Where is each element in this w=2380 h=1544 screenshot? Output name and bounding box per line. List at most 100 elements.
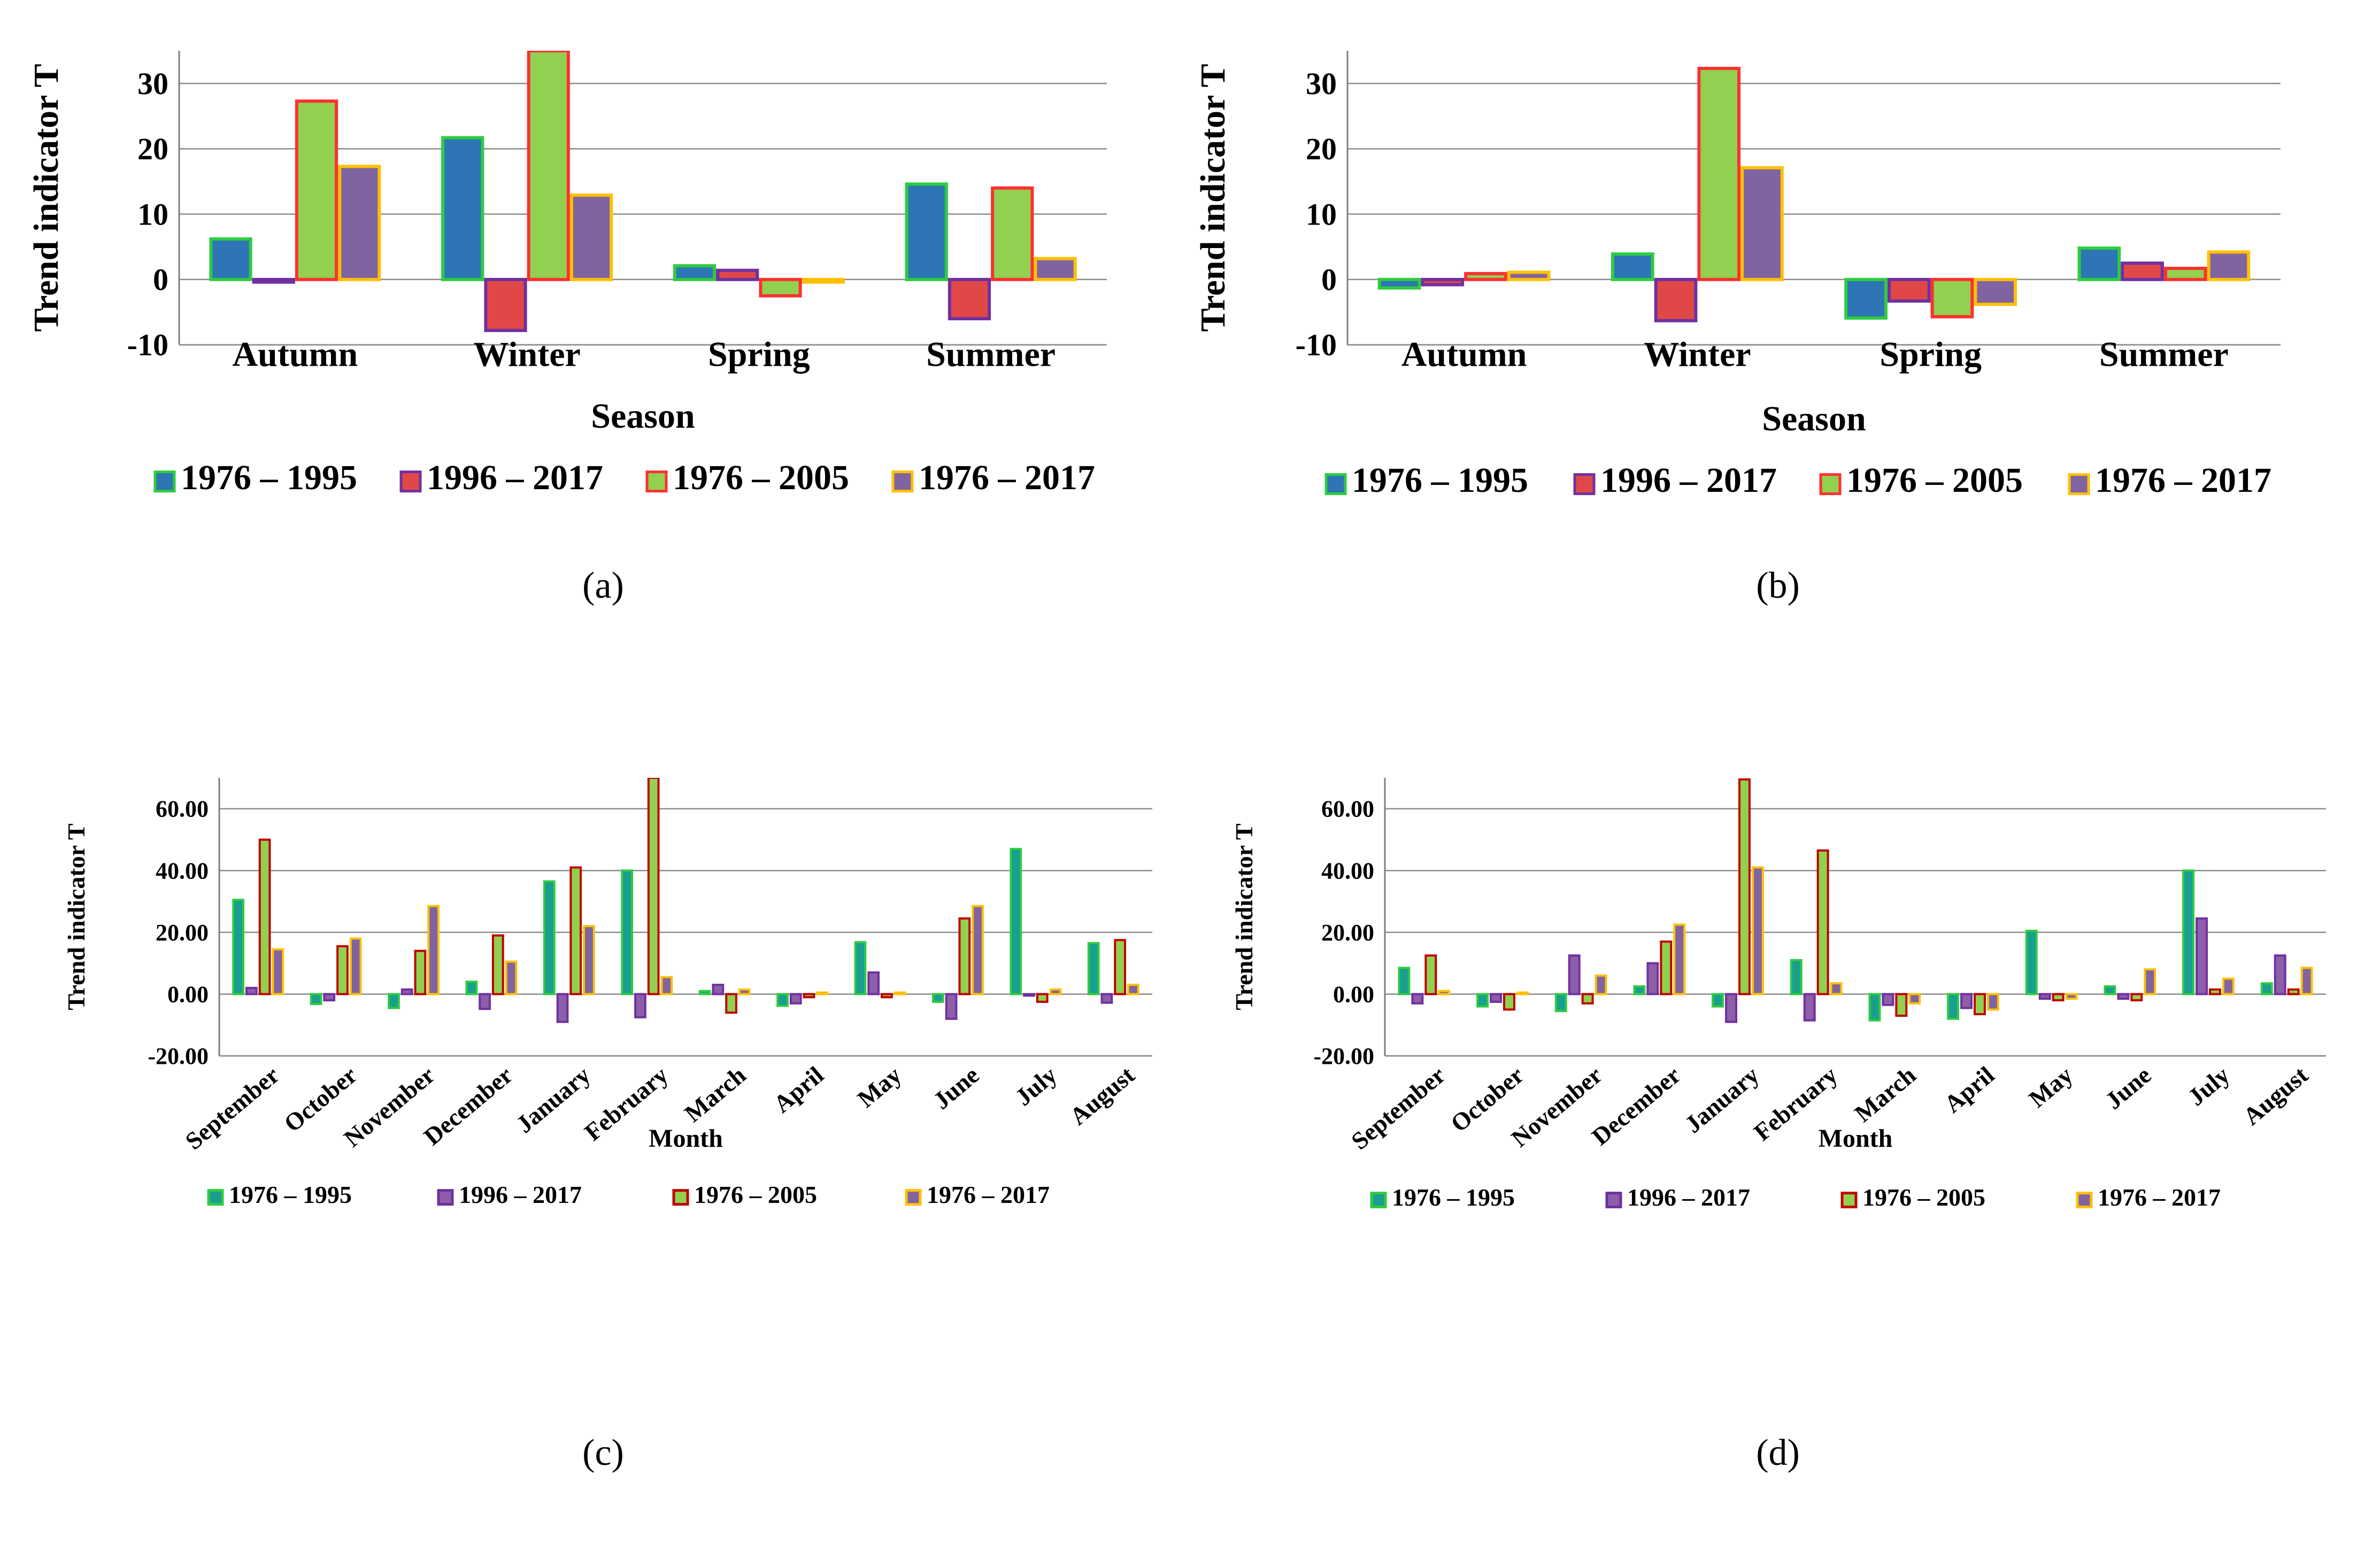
bar-d-s1-july (2182, 869, 2195, 995)
bar-c-s4-december (505, 960, 518, 995)
bar-d-s2-september (1411, 993, 1424, 1005)
bar-c-s4-may (894, 991, 906, 995)
bars-group (209, 51, 1077, 333)
bar-d-s4-july (2222, 977, 2235, 995)
x-category-label: December (1586, 1061, 1685, 1151)
legend-swatch (437, 1189, 454, 1206)
bar-d-s2-february (1803, 993, 1816, 1022)
chart-panel-a: -10 0 10 20 30 Autumn Winter Spring Summer Trend … (27, 51, 1107, 497)
y-tick-label: -10 (127, 328, 168, 362)
bar-d-s2-march (1882, 993, 1894, 1006)
bar-c-s2-november (400, 988, 413, 995)
bar-c-s4-june (972, 905, 984, 995)
x-category-label: Winter (473, 335, 580, 374)
bar-d-s3-may (2052, 993, 2065, 1002)
y-axis-title: Trend indicator T (27, 64, 66, 331)
bars-group (232, 778, 1139, 1023)
x-category-label: March (1850, 1061, 1921, 1128)
x-category-label: May (2024, 1061, 2078, 1113)
bar-a-s1-autumn (209, 237, 252, 281)
bar-b-s4-spring (1974, 277, 2017, 306)
x-category-label: Spring (708, 335, 810, 374)
bar-c-s4-november (427, 905, 440, 995)
y-tick-label: 30 (137, 66, 168, 101)
bar-a-s2-spring (716, 268, 759, 281)
x-category-label: May (852, 1061, 906, 1113)
legend-entry: 1976 – 2017 (2095, 461, 2271, 500)
bar-d-s1-february (1790, 959, 1803, 995)
bar-c-s1-december (465, 981, 478, 995)
bar-a-s4-spring (802, 277, 845, 284)
bar-c-s2-december (479, 993, 491, 1010)
legend-swatch (399, 470, 422, 493)
y-tick-label: -20.00 (148, 1043, 209, 1069)
bar-d-s2-june (2117, 993, 2130, 1000)
bar-b-s2-summer (2121, 261, 2164, 281)
bar-a-s4-summer (1034, 257, 1077, 281)
legend: 1976 – 1995 1996 – 2017 1976 – 2005 1976 – … (153, 458, 1095, 497)
bar-d-s3-february (1816, 849, 1829, 995)
bar-d-s2-january (1725, 993, 1737, 1023)
bar-b-s3-autumn (1464, 272, 1507, 281)
bar-d-s1-october (1476, 993, 1489, 1008)
x-category-label: Spring (1880, 335, 1982, 374)
x-category-label: August (1065, 1061, 1140, 1130)
bar-a-s3-summer (991, 186, 1034, 281)
bar-a-s4-autumn (338, 165, 381, 281)
bars-group (1377, 67, 2251, 322)
bar-d-s4-december (1673, 923, 1686, 995)
x-category-label: Summer (2099, 335, 2229, 374)
bar-c-s2-january (556, 993, 569, 1023)
bar-d-s1-april (1947, 993, 1960, 1020)
bar-d-s1-november (1554, 993, 1567, 1013)
legend-swatch (2076, 1192, 2093, 1209)
bar-c-s3-february (647, 778, 660, 995)
bar-c-s4-september (272, 948, 284, 995)
legend-swatch (2068, 473, 2090, 496)
x-category-label: Winter (1644, 335, 1751, 374)
x-category-label: Autumn (1401, 335, 1527, 374)
bar-c-s3-august (1114, 939, 1127, 995)
y-tick-label: 10 (137, 197, 168, 231)
bar-c-s3-january (569, 866, 582, 995)
bar-b-s2-winter (1654, 277, 1698, 322)
bar-c-s1-july (1010, 847, 1022, 995)
x-category-label: June (2100, 1061, 2156, 1115)
bar-d-s4-may (2065, 993, 2078, 1000)
bar-c-s3-july (1036, 993, 1049, 1003)
bar-d-s4-september (1438, 990, 1451, 995)
bar-d-s4-november (1595, 974, 1607, 995)
legend-swatch (1573, 473, 1596, 496)
bar-b-s2-autumn (1421, 277, 1465, 287)
bar-c-s1-april (776, 993, 789, 1007)
bar-c-s2-march (712, 984, 725, 995)
legend-swatch (891, 470, 914, 493)
legend-entry: 1996 – 2017 (427, 458, 603, 497)
x-category-label: April (768, 1061, 829, 1118)
bar-c-s1-november (388, 993, 400, 1009)
bar-d-s3-march (1895, 993, 1908, 1017)
y-tick-label: 20.00 (156, 920, 209, 946)
y-tick-label: 20 (1306, 132, 1337, 166)
bar-d-s4-june (2144, 968, 2156, 995)
bar-c-s1-may (854, 941, 867, 995)
bar-c-s4-october (349, 937, 362, 995)
bar-c-s4-march (738, 988, 751, 995)
legend-swatch (207, 1189, 224, 1206)
legend: 1976 – 1995 1996 – 2017 1976 – 2005 1976 – … (1370, 1184, 2221, 1211)
bar-c-s3-may (881, 993, 893, 999)
bar-c-s1-february (621, 869, 634, 995)
x-category-label: June (928, 1061, 984, 1115)
legend-swatch (153, 470, 176, 493)
legend-swatch (1819, 473, 1842, 496)
bar-c-s2-july (1023, 993, 1035, 997)
bar-a-s1-spring (673, 264, 717, 281)
bar-b-s1-winter (1611, 252, 1654, 281)
bar-c-s3-march (725, 993, 737, 1014)
legend-entry: 1976 – 2017 (2098, 1184, 2221, 1211)
bar-c-s2-september (245, 986, 258, 995)
bar-b-s2-spring (1887, 277, 1931, 303)
bar-a-s4-winter (569, 194, 613, 281)
bar-d-s1-december (1633, 985, 1646, 995)
legend-entry: 1976 – 2017 (927, 1181, 1050, 1208)
